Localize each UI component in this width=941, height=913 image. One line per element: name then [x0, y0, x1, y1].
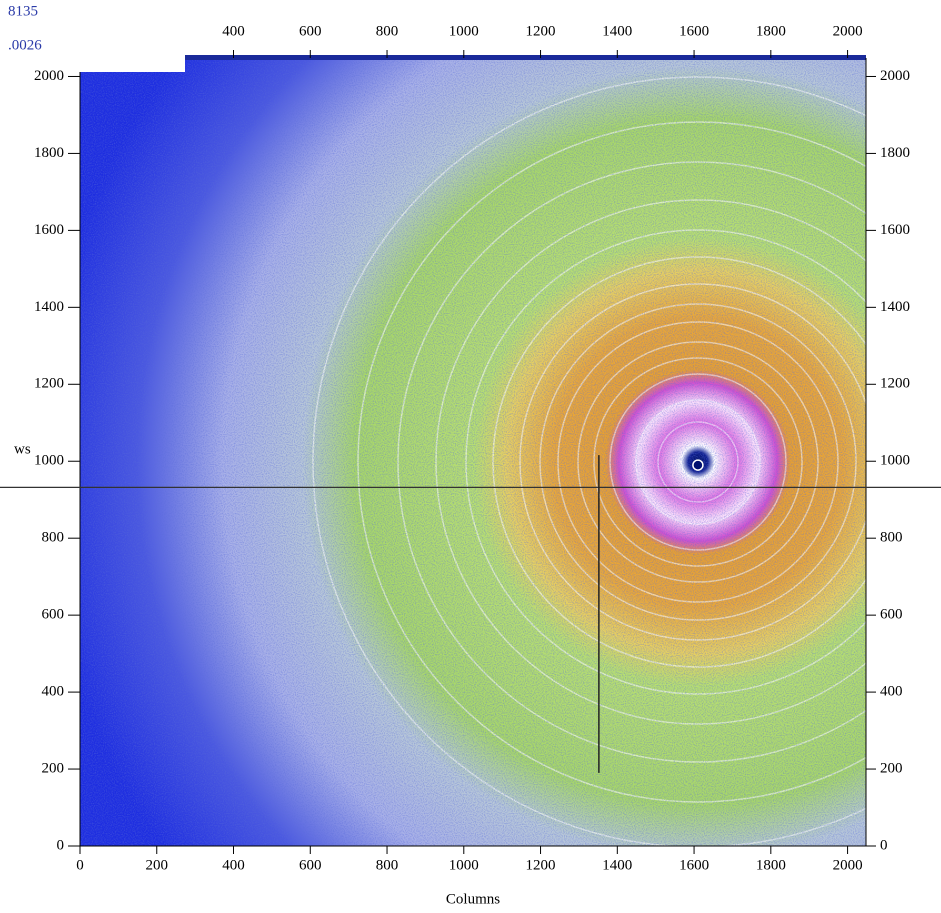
top-x-tick-label: 800 — [376, 23, 399, 39]
top-x-tick-label: 1400 — [602, 23, 632, 39]
right-y-tick-label: 0 — [880, 837, 888, 853]
y-tick-label: 1200 — [34, 376, 64, 392]
y-tick-label: 400 — [42, 684, 65, 700]
right-y-tick-label: 1600 — [880, 222, 910, 238]
right-y-tick-label: 600 — [880, 607, 903, 623]
x-tick-label: 1600 — [679, 857, 709, 873]
y-tick-label: 200 — [42, 760, 65, 776]
x-tick-label: 2000 — [833, 857, 863, 873]
y-tick-label: 600 — [42, 607, 65, 623]
y-tick-label: 0 — [57, 837, 65, 853]
y-tick-label: 1400 — [34, 299, 64, 315]
y-tick-label: 800 — [42, 530, 65, 546]
x-tick-label: 1800 — [756, 857, 786, 873]
y-axis-label: ws — [14, 441, 31, 457]
top-x-tick-label: 1800 — [756, 23, 786, 39]
x-tick-label: 400 — [222, 857, 245, 873]
x-tick-label: 0 — [76, 857, 84, 873]
right-y-tick-label: 1400 — [880, 299, 910, 315]
right-y-tick-label: 400 — [880, 684, 903, 700]
x-tick-label: 200 — [146, 857, 169, 873]
top-x-tick-label: 600 — [299, 23, 322, 39]
right-y-tick-label: 1000 — [880, 453, 910, 469]
y-tick-label: 1600 — [34, 222, 64, 238]
top-x-tick-label: 2000 — [833, 23, 863, 39]
max-value: 8135 — [8, 3, 38, 19]
y-tick-label: 1000 — [34, 453, 64, 469]
y-tick-label: 2000 — [34, 68, 64, 84]
right-y-tick-label: 2000 — [880, 68, 910, 84]
x-tick-label: 600 — [299, 857, 322, 873]
x-tick-label: 1400 — [602, 857, 632, 873]
right-y-tick-label: 1200 — [880, 376, 910, 392]
x-tick-label: 1000 — [449, 857, 479, 873]
right-y-tick-label: 800 — [880, 530, 903, 546]
x-tick-label: 800 — [376, 857, 399, 873]
top-x-tick-label: 1000 — [449, 23, 479, 39]
diffraction-image — [80, 58, 866, 846]
right-y-tick-label: 1800 — [880, 145, 910, 161]
min-value: .0026 — [8, 37, 42, 53]
top-x-tick-label: 1200 — [526, 23, 556, 39]
right-y-tick-label: 200 — [880, 760, 903, 776]
top-x-tick-label: 400 — [222, 23, 245, 39]
y-tick-label: 1800 — [34, 145, 64, 161]
beam-center — [692, 459, 704, 471]
x-tick-label: 1200 — [526, 857, 556, 873]
top-x-tick-label: 1600 — [679, 23, 709, 39]
x-axis-label: Columns — [446, 891, 500, 907]
